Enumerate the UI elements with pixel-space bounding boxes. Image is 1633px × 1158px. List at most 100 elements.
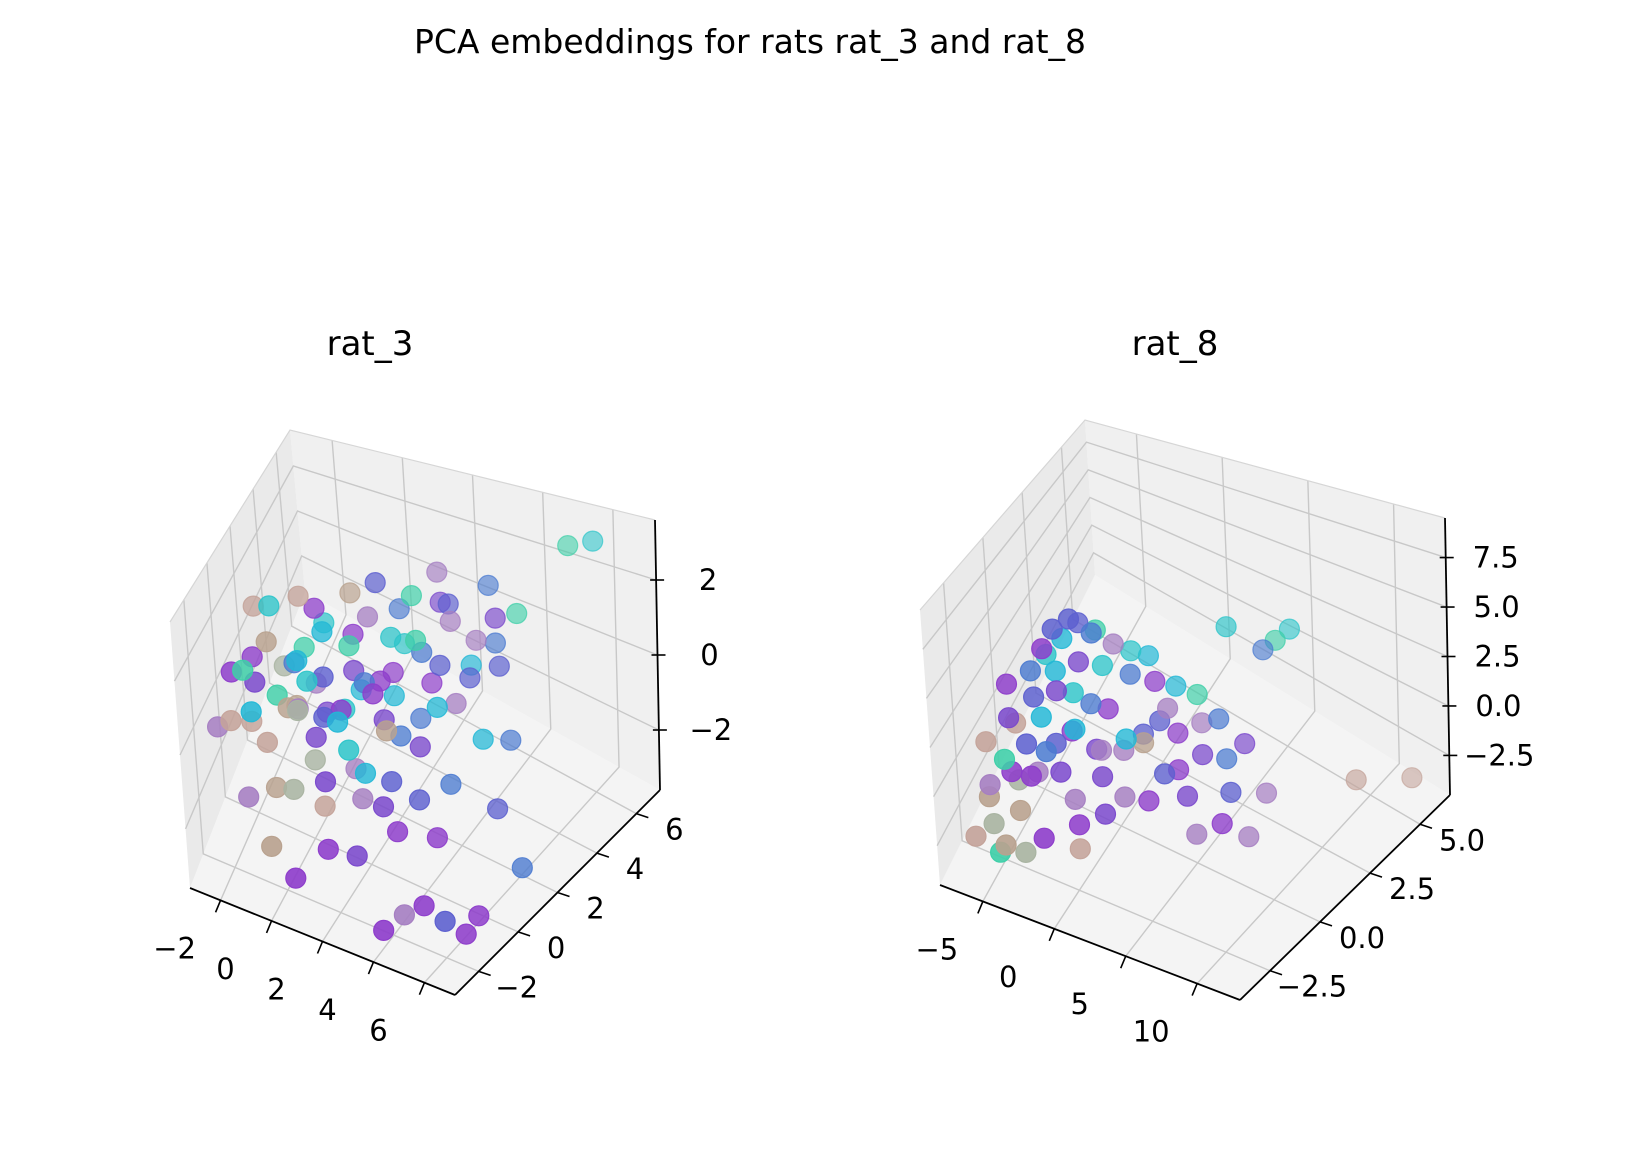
x-gridline bbox=[982, 433, 1147, 902]
scatter-point bbox=[1401, 767, 1423, 789]
x-gridline bbox=[423, 509, 620, 984]
scatter-point bbox=[1019, 660, 1042, 682]
scatter-point bbox=[1255, 782, 1278, 804]
z-gridline bbox=[922, 441, 1446, 650]
scatter-point bbox=[1137, 645, 1160, 667]
scatter-point bbox=[258, 595, 280, 617]
x-gridline bbox=[1196, 503, 1400, 985]
scatter-point bbox=[327, 711, 349, 733]
scatter-point bbox=[296, 670, 318, 692]
scatter-point bbox=[488, 655, 510, 677]
x-tick-label: 10 bbox=[1133, 1015, 1170, 1049]
scatter-point bbox=[1057, 608, 1080, 630]
z-tick-label: 0.0 bbox=[1475, 689, 1521, 723]
scatter-point bbox=[1009, 799, 1032, 822]
scatter-point bbox=[437, 593, 459, 615]
scatter-point bbox=[1234, 732, 1256, 755]
z-tick-label: 2 bbox=[699, 563, 717, 597]
x-tick bbox=[1048, 928, 1056, 942]
x-tick-label: 4 bbox=[318, 993, 336, 1027]
y-tick-label: 2 bbox=[586, 892, 604, 926]
x-tick bbox=[977, 901, 984, 914]
y-tick-label: 0.0 bbox=[1339, 921, 1385, 955]
scatter-point bbox=[356, 606, 379, 628]
z-tick-label: 0 bbox=[700, 638, 718, 672]
scatter-point bbox=[1216, 748, 1238, 770]
x-tick-label: 2 bbox=[267, 973, 285, 1007]
scatter-point bbox=[506, 602, 528, 625]
z-gridline bbox=[184, 555, 660, 830]
y-tick-label: 5.0 bbox=[1439, 823, 1485, 857]
y-gridline bbox=[252, 489, 598, 854]
scatter-point bbox=[338, 635, 360, 657]
scatter-point bbox=[1069, 838, 1091, 860]
scatter-point bbox=[317, 838, 339, 860]
x-gridline bbox=[219, 440, 347, 901]
scatter-point bbox=[1064, 718, 1086, 740]
scatter-point bbox=[979, 773, 1001, 796]
side-pane bbox=[920, 420, 1095, 885]
scatter-point bbox=[1252, 639, 1274, 661]
scatter-point bbox=[1278, 618, 1301, 640]
scatter-point bbox=[965, 825, 987, 847]
scatter-point bbox=[410, 707, 432, 730]
scatter-point bbox=[1114, 786, 1136, 808]
scatter-point bbox=[220, 709, 242, 732]
scatter-point bbox=[1050, 761, 1072, 783]
y-tick bbox=[596, 852, 610, 858]
scatter-point bbox=[975, 731, 997, 753]
scatter-point bbox=[1132, 732, 1155, 754]
scatter-point bbox=[445, 692, 467, 715]
y-tick bbox=[1319, 921, 1333, 927]
z-gridline bbox=[925, 468, 1447, 699]
scatter-point bbox=[1022, 686, 1045, 708]
side-pane bbox=[170, 430, 305, 888]
y-tick-label: 0 bbox=[547, 931, 565, 965]
z-gridline bbox=[173, 465, 657, 682]
scatter-point bbox=[459, 667, 481, 689]
scatter-point bbox=[375, 720, 398, 742]
scatter-point bbox=[1091, 654, 1114, 677]
y-tick bbox=[1269, 969, 1283, 976]
scatter-point bbox=[352, 788, 374, 810]
scatter-point bbox=[557, 534, 579, 557]
scatter-point bbox=[362, 683, 384, 705]
scatter-point bbox=[393, 904, 415, 926]
floor-pane bbox=[940, 575, 1450, 1000]
scatter-point bbox=[995, 673, 1018, 695]
scatter-point bbox=[354, 762, 377, 784]
scatter-point bbox=[339, 582, 361, 604]
y-tick bbox=[1369, 872, 1383, 878]
scatter-point bbox=[468, 905, 490, 927]
x-tick bbox=[1119, 955, 1127, 969]
scatter-point bbox=[1094, 803, 1117, 825]
y-tick bbox=[517, 931, 531, 937]
scatter-point bbox=[364, 571, 386, 594]
scatter-point bbox=[426, 827, 448, 849]
y-tick-label: −2.5 bbox=[1277, 970, 1347, 1004]
z-gridline bbox=[932, 524, 1449, 797]
scatter-point bbox=[1153, 763, 1176, 785]
figure-suptitle: PCA embeddings for rats rat_3 and rat_8 bbox=[413, 22, 1087, 61]
pane-edge bbox=[919, 419, 1446, 611]
scatter-point bbox=[338, 739, 360, 761]
scatter-point bbox=[582, 530, 604, 552]
x-tick bbox=[214, 900, 222, 913]
x-tick-label: 0 bbox=[999, 960, 1017, 994]
scatter-point bbox=[1035, 740, 1057, 763]
y-tick bbox=[557, 891, 570, 898]
scatter-point bbox=[1186, 683, 1208, 706]
scatter-point bbox=[240, 701, 262, 723]
x-tick bbox=[316, 941, 324, 954]
scatter-point bbox=[380, 626, 402, 648]
z-gridline bbox=[179, 510, 658, 756]
scatter-point bbox=[1080, 622, 1102, 644]
scatter-point bbox=[304, 749, 326, 771]
x-gridline bbox=[1125, 480, 1316, 957]
scatter-point bbox=[995, 834, 1017, 856]
subplot-title: rat_3 bbox=[327, 324, 414, 364]
x-tick-label: 0 bbox=[216, 952, 234, 986]
scatter-point bbox=[1041, 618, 1063, 640]
